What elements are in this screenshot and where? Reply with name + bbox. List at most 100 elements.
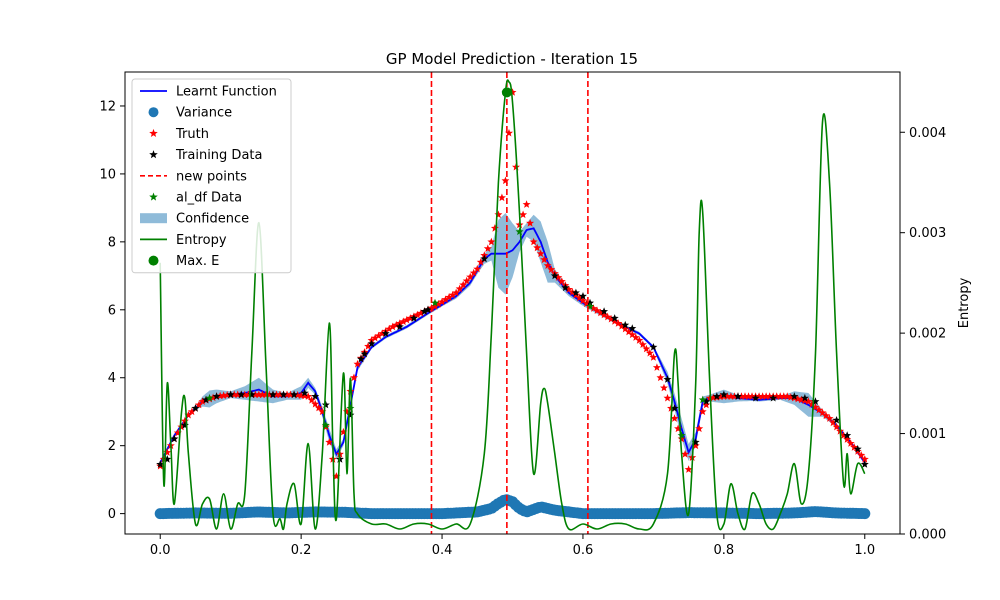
truth-point	[184, 410, 193, 419]
truth-point	[755, 392, 764, 400]
training-data-point	[561, 283, 570, 292]
legend-label: Max. E	[176, 254, 219, 269]
training-data-point	[860, 460, 869, 468]
truth-point	[307, 396, 316, 404]
truth-point	[723, 392, 732, 400]
truth-point	[600, 310, 609, 319]
training-data-point	[621, 320, 630, 329]
training-data-point	[600, 307, 609, 315]
truth-point	[258, 390, 267, 399]
truth-point	[857, 451, 866, 459]
training-data-point	[226, 390, 235, 399]
truth-point	[388, 322, 397, 331]
truth-point	[815, 405, 823, 414]
truth-point	[452, 288, 461, 297]
x-tick-label: 0.8	[714, 543, 735, 558]
truth-point	[698, 407, 707, 416]
truth-point	[529, 237, 538, 246]
x-tick-label: 0.6	[573, 543, 594, 558]
training-data-point	[832, 416, 841, 424]
training-data-point	[610, 314, 619, 322]
truth-point	[297, 391, 306, 399]
legend-label: new points	[176, 169, 247, 184]
training-data-point	[663, 375, 672, 383]
truth-point	[198, 397, 207, 405]
truth-point	[216, 391, 225, 400]
truth-point	[219, 391, 228, 399]
x-tick-label: 1.0	[854, 543, 875, 558]
truth-point	[180, 416, 189, 425]
al-df-data-point	[677, 431, 686, 439]
x-tick-label: 0.4	[432, 543, 453, 558]
truth-point	[822, 411, 830, 420]
truth-point	[663, 393, 672, 402]
training-data-point	[420, 307, 429, 315]
truth-point	[512, 162, 520, 171]
truth-point	[726, 392, 735, 400]
training-data-point	[395, 322, 404, 331]
truth-point	[399, 317, 408, 326]
truth-point	[276, 390, 284, 399]
y-tick-label: 12	[99, 99, 116, 114]
truth-point	[649, 353, 658, 361]
y-tick-label: 6	[108, 303, 116, 318]
truth-point	[596, 308, 605, 317]
truth-point	[441, 295, 450, 303]
legend-label: Entropy	[176, 233, 227, 248]
truth-point	[350, 373, 358, 382]
truth-point	[325, 438, 334, 446]
y2-tick-label: 0.004	[909, 126, 946, 141]
truth-point	[469, 268, 478, 277]
truth-point	[438, 297, 446, 306]
truth-point	[741, 392, 749, 400]
truth-point	[505, 128, 513, 137]
truth-point	[843, 435, 852, 443]
truth-point	[522, 200, 531, 208]
truth-point	[304, 392, 313, 400]
training-data-point	[279, 390, 288, 399]
al-df-data-point	[586, 302, 594, 310]
legend-swatch-patch	[140, 213, 167, 224]
training-data-point	[212, 392, 221, 400]
truth-point	[762, 392, 771, 400]
training-data-point	[790, 392, 799, 400]
training-data-point	[702, 397, 711, 405]
truth-point	[272, 390, 281, 399]
al-df-data-point	[698, 395, 707, 404]
y2-tick-label: 0.001	[909, 427, 946, 442]
truth-point	[233, 390, 242, 399]
training-data-point	[360, 349, 369, 358]
training-data-point	[191, 404, 200, 412]
truth-point	[638, 340, 647, 348]
truth-point	[744, 392, 753, 400]
truth-point	[825, 414, 834, 422]
legend-swatch-star	[149, 192, 158, 201]
truth-point	[497, 193, 506, 202]
truth-point	[223, 390, 232, 399]
y2-tick-label: 0.000	[909, 528, 946, 543]
training-data-point	[691, 438, 700, 446]
training-data-point	[628, 324, 637, 332]
truth-point	[593, 306, 601, 314]
truth-point	[846, 439, 855, 447]
truth-point	[339, 427, 348, 436]
training-data-point	[712, 392, 721, 400]
truth-point	[177, 422, 186, 431]
truth-point	[621, 324, 630, 333]
training-data-point	[670, 404, 679, 412]
truth-point	[642, 344, 651, 353]
truth-point	[483, 244, 492, 252]
truth-point	[564, 285, 573, 293]
training-data-point	[170, 434, 179, 443]
al-df-data-point	[205, 393, 214, 402]
training-data-point	[734, 392, 742, 400]
legend: Learnt Function Variance Truth Training Dat…	[131, 78, 292, 274]
legend-swatch-star	[149, 128, 158, 137]
y2-tick-label: 0.003	[909, 226, 946, 241]
training-data-point	[290, 390, 299, 399]
truth-point	[702, 400, 711, 409]
truth-point	[860, 455, 869, 463]
truth-point	[163, 448, 172, 456]
truth-point	[758, 392, 767, 400]
truth-point	[543, 261, 552, 269]
